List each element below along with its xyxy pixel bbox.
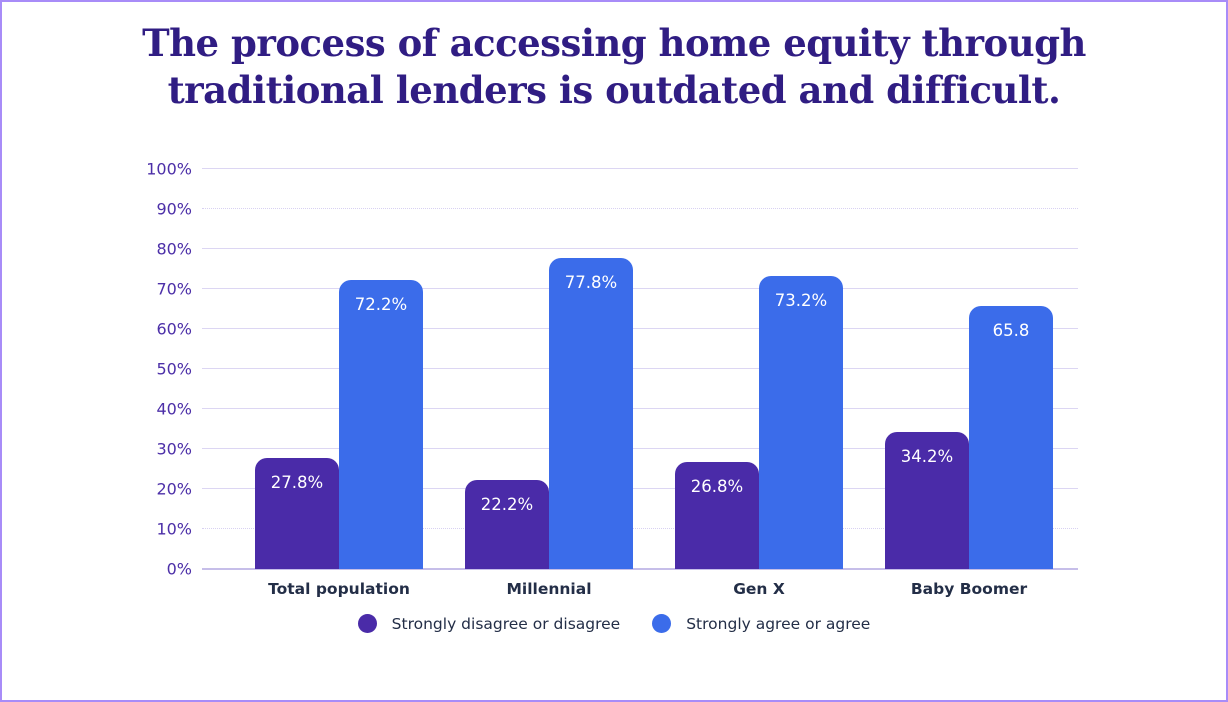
legend-item-agree: Strongly agree or agree — [652, 614, 870, 633]
gridline-10 — [202, 528, 1078, 529]
legend-label: Strongly agree or agree — [686, 614, 871, 633]
x-category-label-1: Millennial — [506, 580, 592, 598]
gridline-30 — [202, 448, 1078, 449]
y-tick-label-20: 20% — [156, 479, 192, 499]
y-tick-label-50: 50% — [156, 359, 192, 379]
legend-item-disagree: Strongly disagree or disagree — [357, 614, 621, 633]
bar-value-label: 73.2% — [774, 291, 828, 311]
bar-disagree-0: 27.8% — [255, 457, 339, 569]
legend-label: Strongly disagree or disagree — [391, 614, 621, 633]
x-category-label-0: Total population — [268, 580, 410, 598]
gridline-80 — [202, 248, 1078, 249]
y-tick-label-0: 0% — [166, 559, 192, 579]
y-tick-label-40: 40% — [156, 399, 192, 419]
gridline-0 — [202, 568, 1078, 570]
gridline-70 — [202, 288, 1078, 289]
bar-agree-0: 72.2% — [339, 280, 423, 569]
chart-title-line2: traditional lenders is outdated and diff… — [167, 68, 1061, 112]
bar-value-label: 65.8 — [992, 320, 1030, 340]
chart-title-line1: The process of accessing home equity thr… — [142, 21, 1086, 65]
legend: Strongly disagree or disagree Strongly ag… — [2, 614, 1226, 633]
chart-title: The process of accessing home equity thr… — [2, 20, 1226, 114]
bar-value-label: 77.8% — [564, 272, 618, 292]
gridline-100 — [202, 168, 1078, 169]
y-tick-label-90: 90% — [156, 199, 192, 219]
gridline-60 — [202, 328, 1078, 329]
bar-value-label: 72.2% — [354, 295, 408, 315]
gridline-50 — [202, 368, 1078, 369]
bar-agree-1: 77.8% — [549, 257, 633, 569]
bar-value-label: 34.2% — [900, 447, 954, 467]
bar-value-label: 27.8% — [270, 472, 324, 492]
legend-swatch-icon — [357, 614, 377, 633]
y-tick-label-10: 10% — [156, 519, 192, 539]
gridline-20 — [202, 488, 1078, 489]
bar-disagree-2: 26.8% — [675, 461, 759, 569]
gridline-90 — [202, 208, 1078, 209]
y-tick-label-30: 30% — [156, 439, 192, 459]
bar-agree-2: 73.2% — [759, 276, 843, 569]
y-tick-label-100: 100% — [146, 159, 192, 179]
y-tick-label-80: 80% — [156, 239, 192, 259]
bar-disagree-3: 34.2% — [885, 432, 969, 569]
gridline-40 — [202, 408, 1078, 409]
y-tick-label-60: 60% — [156, 319, 192, 339]
bar-value-label: 26.8% — [690, 476, 744, 496]
x-category-label-3: Baby Boomer — [910, 580, 1028, 598]
y-tick-label-70: 70% — [156, 279, 192, 299]
bar-value-label: 22.2% — [480, 495, 534, 515]
legend-swatch-icon — [652, 614, 672, 633]
plot-area: 0% 10% 20% 30% 40% 50% 60% 70% 80% 90% 100% 27.8% 2… — [146, 160, 1078, 598]
x-category-label-2: Gen X — [733, 580, 785, 598]
bar-agree-3: 65.8 — [969, 305, 1053, 569]
bar-disagree-1: 22.2% — [465, 480, 549, 569]
